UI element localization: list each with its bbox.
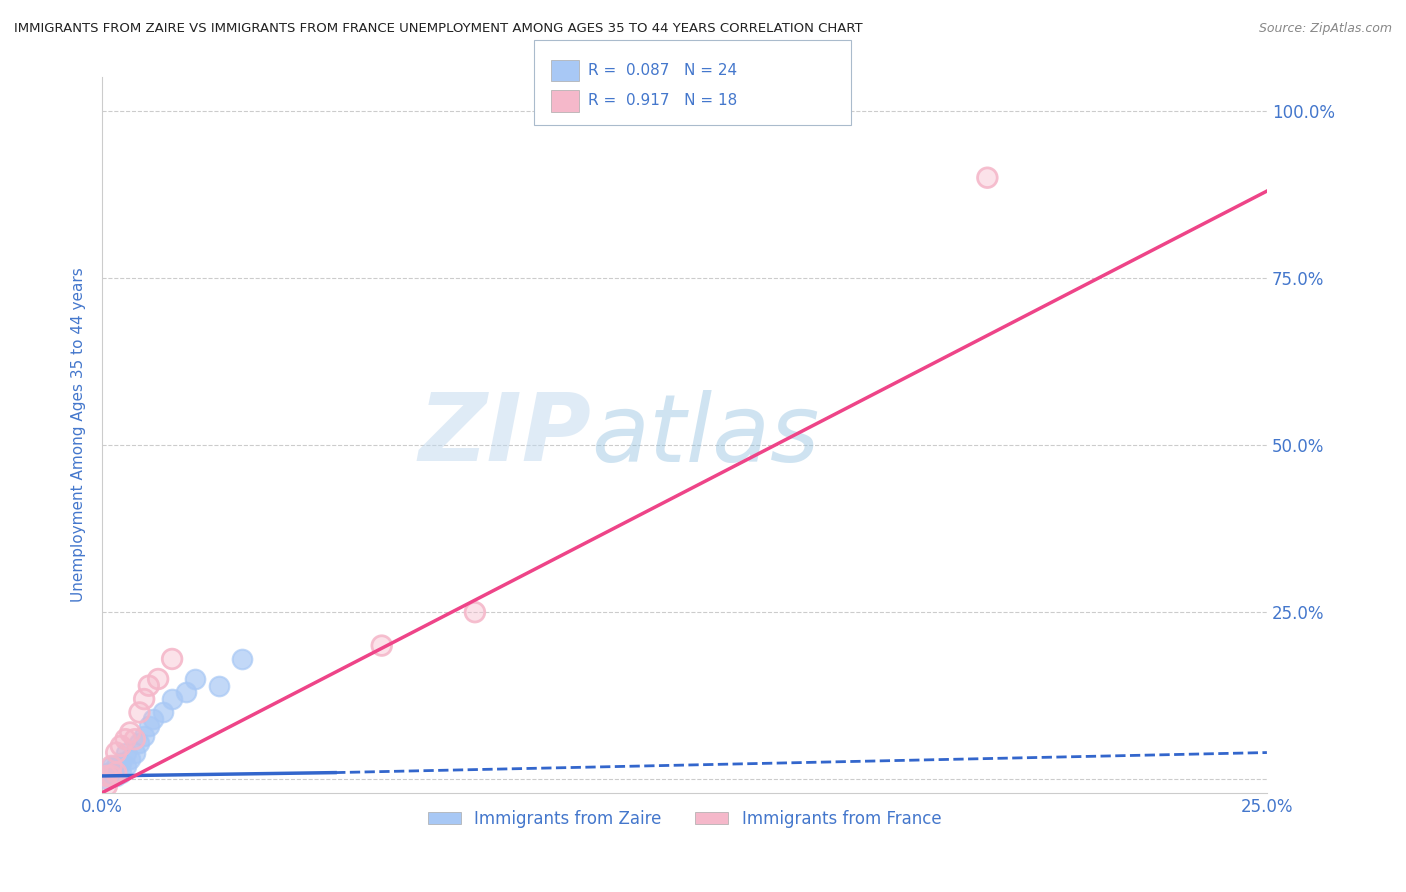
Legend: Immigrants from Zaire, Immigrants from France: Immigrants from Zaire, Immigrants from F…: [420, 803, 948, 834]
Point: [142, 712, 165, 726]
Point: [105, 769, 128, 783]
Point: [96, 765, 118, 780]
Point: [124, 732, 146, 747]
Text: atlas: atlas: [592, 390, 820, 481]
Point: [134, 692, 156, 706]
Point: [134, 729, 156, 743]
Point: [105, 759, 128, 773]
Point: [96, 779, 118, 793]
Point: [100, 769, 122, 783]
Point: [174, 685, 197, 699]
Point: [114, 732, 136, 747]
Point: [96, 772, 118, 787]
Point: [100, 769, 122, 783]
Point: [110, 739, 132, 753]
Point: [160, 652, 183, 666]
Point: [100, 759, 122, 773]
Point: [105, 746, 128, 760]
Point: [138, 719, 160, 733]
Text: R =  0.087   N = 24: R = 0.087 N = 24: [588, 63, 737, 78]
Point: [128, 706, 150, 720]
Point: [976, 170, 998, 185]
Point: [160, 692, 183, 706]
Point: [134, 692, 156, 706]
Point: [976, 170, 998, 185]
Point: [184, 672, 207, 686]
Point: [160, 652, 183, 666]
Point: [96, 769, 118, 783]
Point: [124, 746, 146, 760]
Point: [371, 639, 394, 653]
Point: [464, 605, 486, 619]
Y-axis label: Unemployment Among Ages 35 to 44 years: Unemployment Among Ages 35 to 44 years: [72, 268, 86, 602]
Point: [105, 765, 128, 780]
Point: [96, 769, 118, 783]
Point: [114, 759, 136, 773]
Text: R =  0.917   N = 18: R = 0.917 N = 18: [588, 94, 737, 108]
Point: [138, 679, 160, 693]
Point: [138, 679, 160, 693]
Point: [464, 605, 486, 619]
Text: Source: ZipAtlas.com: Source: ZipAtlas.com: [1258, 22, 1392, 36]
Point: [208, 679, 231, 693]
Point: [96, 779, 118, 793]
Point: [120, 725, 142, 739]
Point: [100, 759, 122, 773]
Point: [100, 769, 122, 783]
Point: [128, 735, 150, 749]
Point: [110, 739, 132, 753]
Point: [120, 752, 142, 766]
Point: [152, 706, 174, 720]
Point: [128, 706, 150, 720]
Text: IMMIGRANTS FROM ZAIRE VS IMMIGRANTS FROM FRANCE UNEMPLOYMENT AMONG AGES 35 TO 44: IMMIGRANTS FROM ZAIRE VS IMMIGRANTS FROM…: [14, 22, 863, 36]
Point: [105, 746, 128, 760]
Point: [124, 732, 146, 747]
Point: [231, 652, 253, 666]
Point: [114, 746, 136, 760]
Point: [120, 725, 142, 739]
Point: [114, 732, 136, 747]
Point: [110, 765, 132, 780]
Point: [100, 765, 122, 780]
Point: [96, 769, 118, 783]
Point: [110, 756, 132, 770]
Point: [146, 672, 169, 686]
Point: [100, 759, 122, 773]
Point: [105, 765, 128, 780]
Point: [146, 672, 169, 686]
Text: ZIP: ZIP: [419, 389, 592, 481]
Point: [371, 639, 394, 653]
